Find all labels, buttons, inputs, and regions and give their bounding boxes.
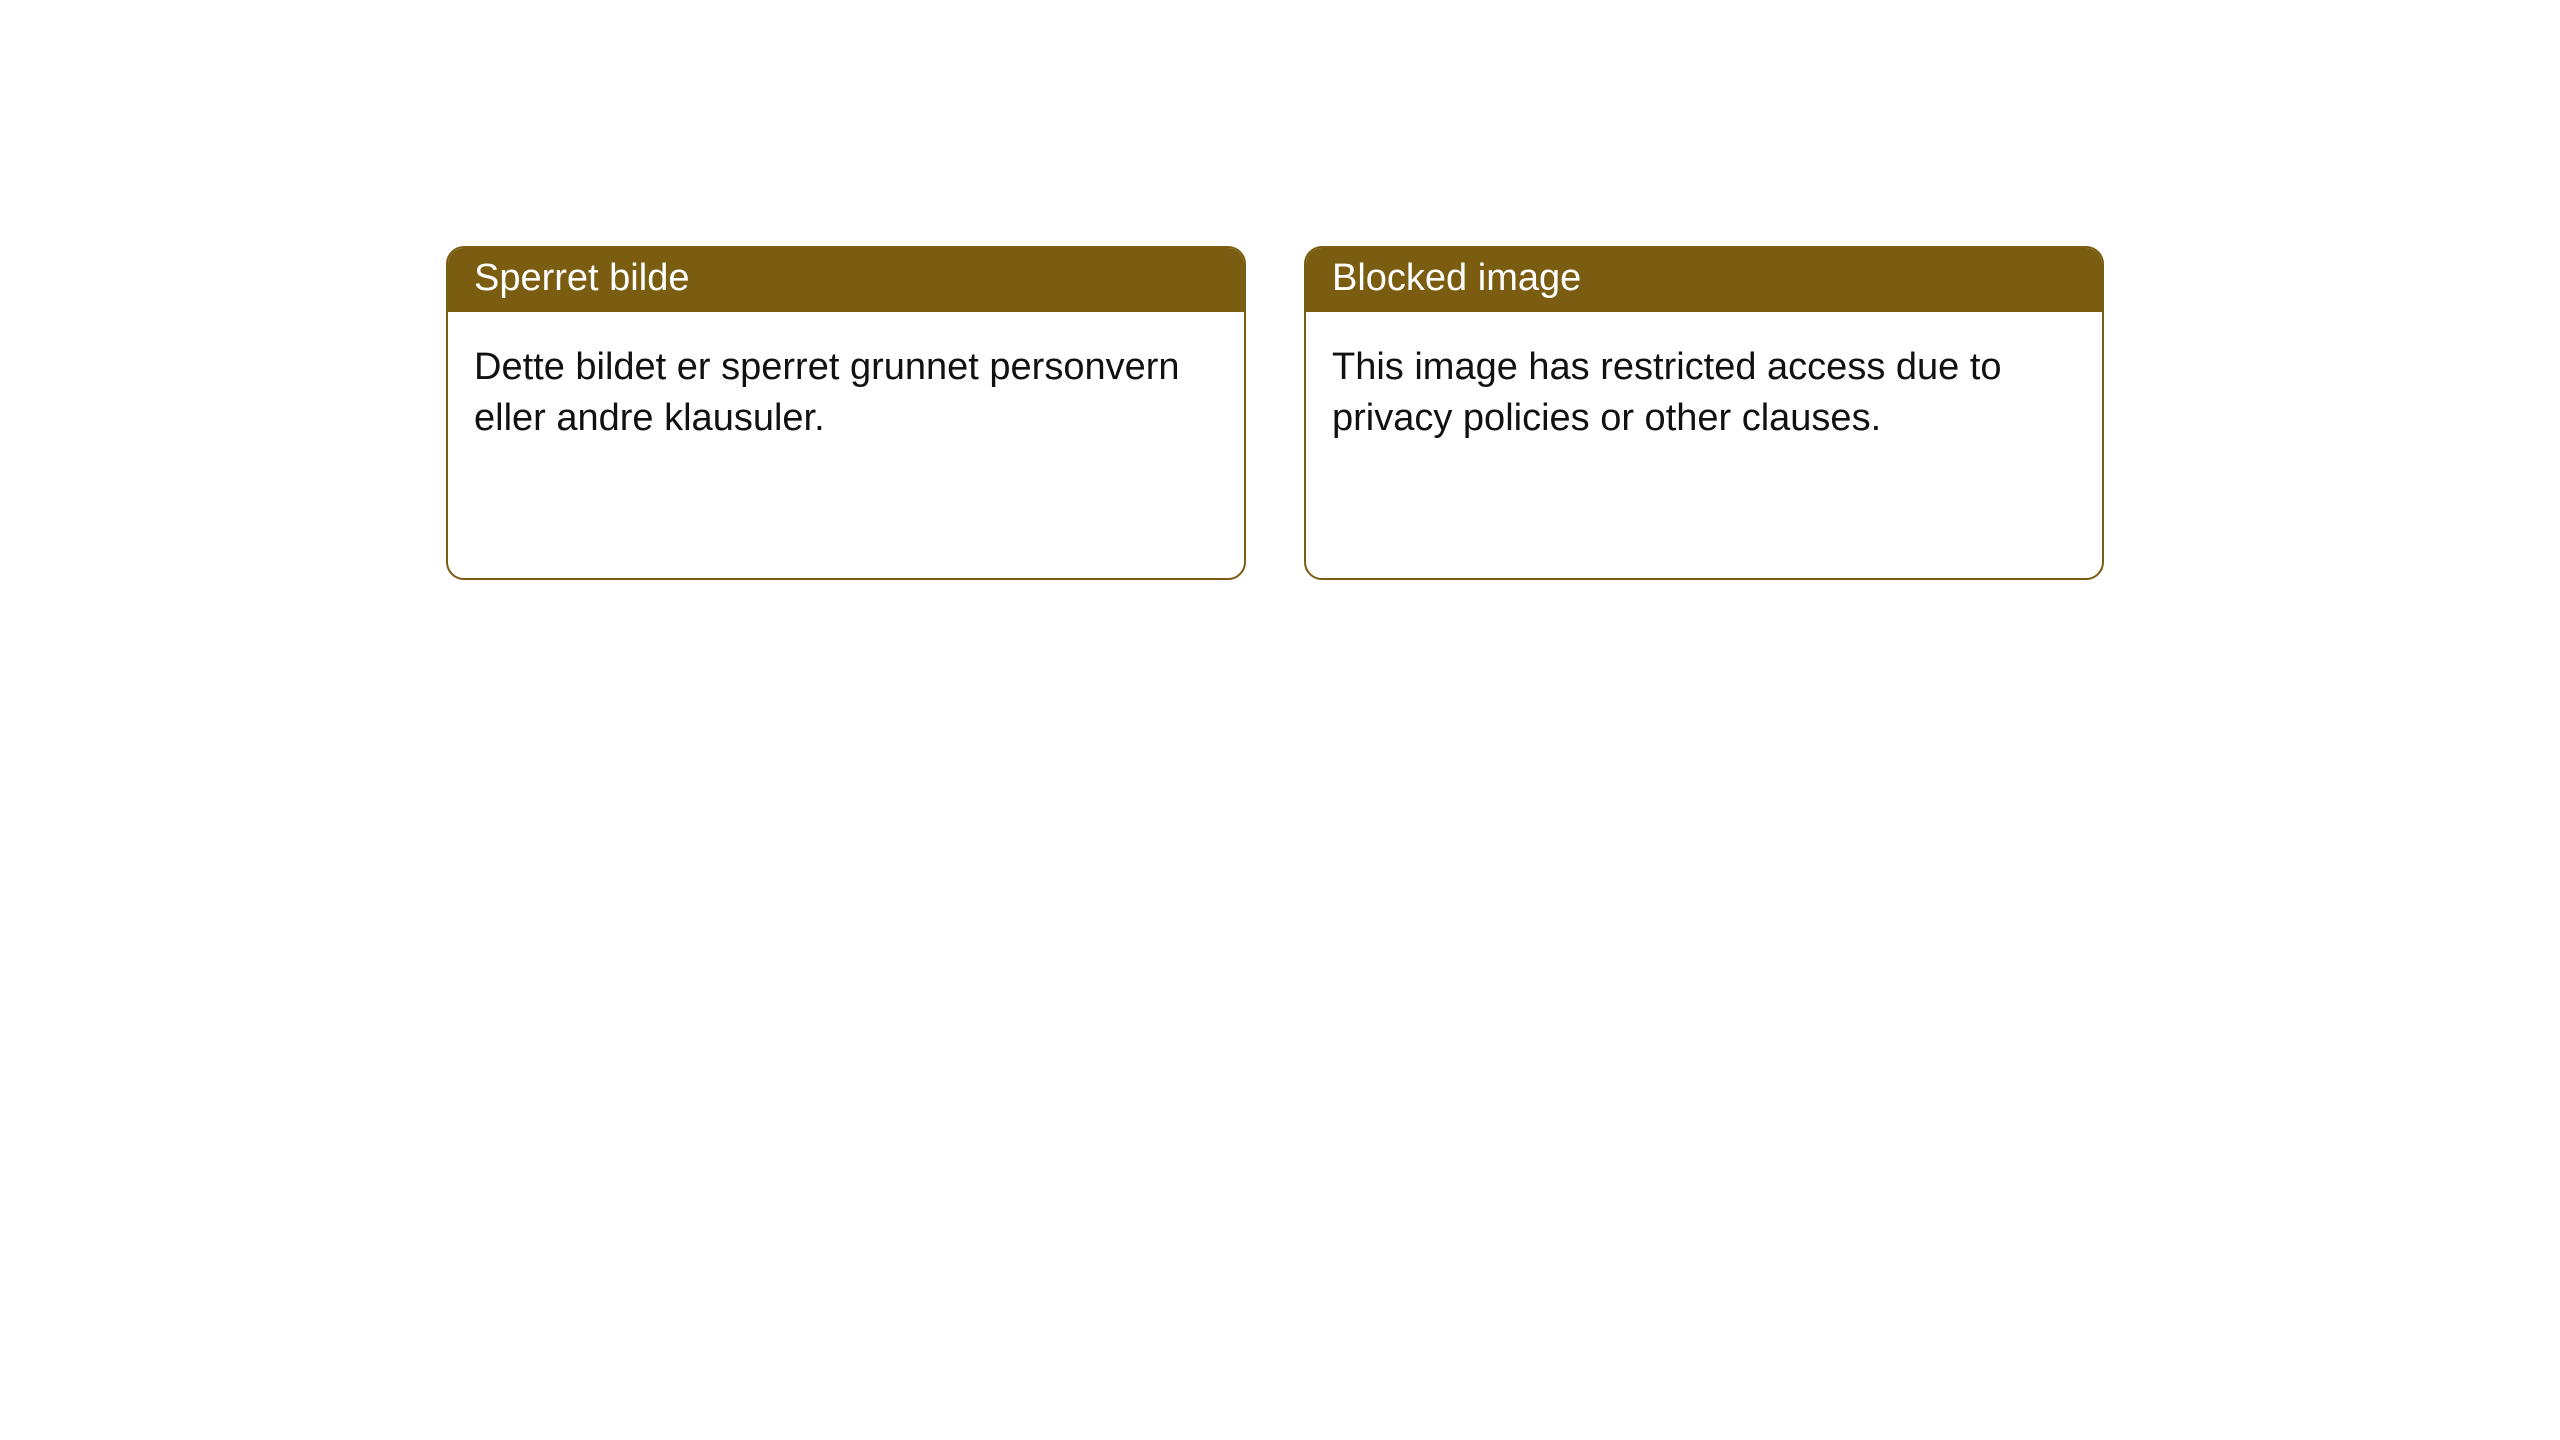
notice-header: Sperret bilde <box>448 248 1244 312</box>
notice-card-norwegian: Sperret bilde Dette bildet er sperret gr… <box>446 246 1246 580</box>
notice-card-english: Blocked image This image has restricted … <box>1304 246 2104 580</box>
notice-body: Dette bildet er sperret grunnet personve… <box>448 312 1244 471</box>
notice-header: Blocked image <box>1306 248 2102 312</box>
notice-body: This image has restricted access due to … <box>1306 312 2102 471</box>
notice-container: Sperret bilde Dette bildet er sperret gr… <box>0 0 2560 580</box>
